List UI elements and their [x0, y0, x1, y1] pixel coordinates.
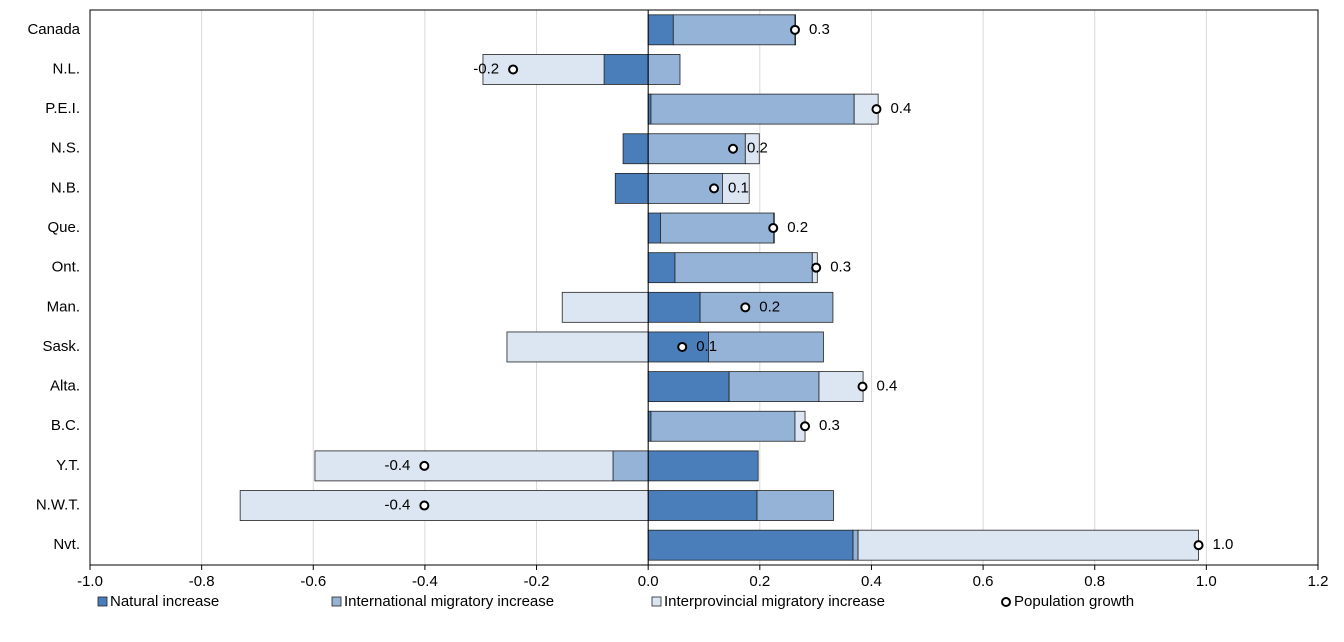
- growth-point: [800, 421, 811, 432]
- bar-segment: [482, 54, 605, 85]
- legend-swatch: [651, 596, 662, 607]
- bar-segment: [672, 14, 796, 46]
- legend-label: Population growth: [1014, 593, 1134, 610]
- bar-segment: [647, 291, 701, 323]
- x-tick-label: -0.2: [524, 573, 550, 590]
- value-label: 0.3: [809, 21, 830, 38]
- y-tick-label: N.W.T.: [36, 497, 80, 514]
- growth-point: [768, 223, 779, 234]
- legend-swatch: [1001, 597, 1011, 607]
- legend-label: Interprovincial migratory increase: [664, 593, 885, 610]
- y-tick-label: B.C.: [51, 417, 80, 434]
- growth-point: [871, 104, 882, 115]
- growth-point: [811, 262, 822, 273]
- y-tick-label: Ont.: [52, 259, 80, 276]
- x-tick-label: 1.2: [1308, 573, 1329, 590]
- bar-segment: [622, 133, 649, 165]
- bar-segment: [314, 450, 614, 482]
- bar-segment: [756, 490, 834, 521]
- x-tick-label: 0.4: [861, 573, 882, 590]
- value-label: 0.2: [787, 219, 808, 236]
- x-tick-label: -0.8: [189, 573, 215, 590]
- value-label: 0.1: [728, 179, 749, 196]
- y-tick-label: Sask.: [42, 338, 80, 355]
- legend-swatch: [97, 596, 108, 607]
- bar-segment: [239, 490, 649, 521]
- x-tick-label: -0.4: [412, 573, 438, 590]
- y-tick-label: N.S.: [51, 140, 80, 157]
- growth-point: [857, 381, 868, 392]
- bar-segment: [650, 93, 855, 125]
- value-label: 0.4: [890, 100, 911, 117]
- bar-segment: [614, 172, 649, 204]
- value-label: -0.4: [384, 457, 410, 474]
- plot-frame: [89, 9, 1319, 566]
- growth-point: [419, 460, 430, 471]
- y-tick-label: Que.: [47, 219, 80, 236]
- value-label: 0.1: [696, 338, 717, 355]
- x-tick-label: -0.6: [300, 573, 326, 590]
- legend-label: Natural increase: [110, 593, 219, 610]
- bar-segment: [647, 54, 681, 85]
- bar-segment: [722, 172, 750, 204]
- bar-segment: [647, 371, 730, 403]
- bar-segment: [857, 529, 1199, 561]
- legend-label: International migratory increase: [344, 593, 554, 610]
- value-label: -0.4: [384, 497, 410, 514]
- value-label: -0.2: [473, 60, 499, 77]
- y-tick-label: P.E.I.: [45, 100, 80, 117]
- growth-point: [789, 24, 800, 35]
- bar-segment: [561, 291, 649, 323]
- growth-point: [1193, 540, 1204, 551]
- bar-segment: [818, 371, 864, 403]
- growth-point: [508, 64, 519, 75]
- y-tick-label: Man.: [47, 298, 80, 315]
- bar-segment: [506, 331, 649, 363]
- bar-segment: [852, 529, 859, 561]
- bar-segment: [708, 331, 824, 363]
- value-label: 0.2: [747, 140, 768, 157]
- x-tick-label: 1.0: [1196, 573, 1217, 590]
- y-tick-label: N.B.: [51, 179, 80, 196]
- x-tick-label: 0.2: [749, 573, 770, 590]
- bar-segment: [647, 212, 661, 244]
- legend-swatch: [331, 596, 342, 607]
- x-tick-label: 0.8: [1084, 573, 1105, 590]
- y-tick-label: Nvt.: [53, 536, 80, 553]
- y-tick-label: Canada: [27, 21, 80, 38]
- bar-segment: [647, 490, 758, 521]
- bar-segment: [744, 133, 760, 165]
- value-label: 0.3: [830, 259, 851, 276]
- bar-segment: [650, 410, 796, 442]
- bar-segment: [612, 450, 649, 482]
- bar-segment: [647, 252, 676, 284]
- bar-segment: [647, 14, 674, 46]
- y-tick-label: N.L.: [52, 60, 80, 77]
- x-tick-label: 0.6: [973, 573, 994, 590]
- bar-segment: [674, 252, 813, 284]
- bar-segment: [699, 291, 834, 323]
- value-label: 1.0: [1213, 536, 1234, 553]
- bar-segment: [603, 54, 649, 85]
- y-tick-label: Alta.: [50, 378, 80, 395]
- growth-point: [728, 143, 739, 154]
- growth-point: [677, 341, 688, 352]
- bar-segment: [728, 371, 820, 403]
- y-tick-label: Y.T.: [56, 457, 80, 474]
- value-label: 0.4: [877, 378, 898, 395]
- x-tick-label: 0.0: [638, 573, 659, 590]
- growth-point: [740, 302, 751, 313]
- growth-point: [709, 183, 720, 194]
- bar-segment: [647, 529, 854, 561]
- bar-segment: [660, 212, 775, 244]
- value-label: 0.3: [819, 417, 840, 434]
- bar-segment: [647, 450, 759, 482]
- growth-point: [419, 500, 430, 511]
- x-tick-label: -1.0: [77, 573, 103, 590]
- value-label: 0.2: [759, 298, 780, 315]
